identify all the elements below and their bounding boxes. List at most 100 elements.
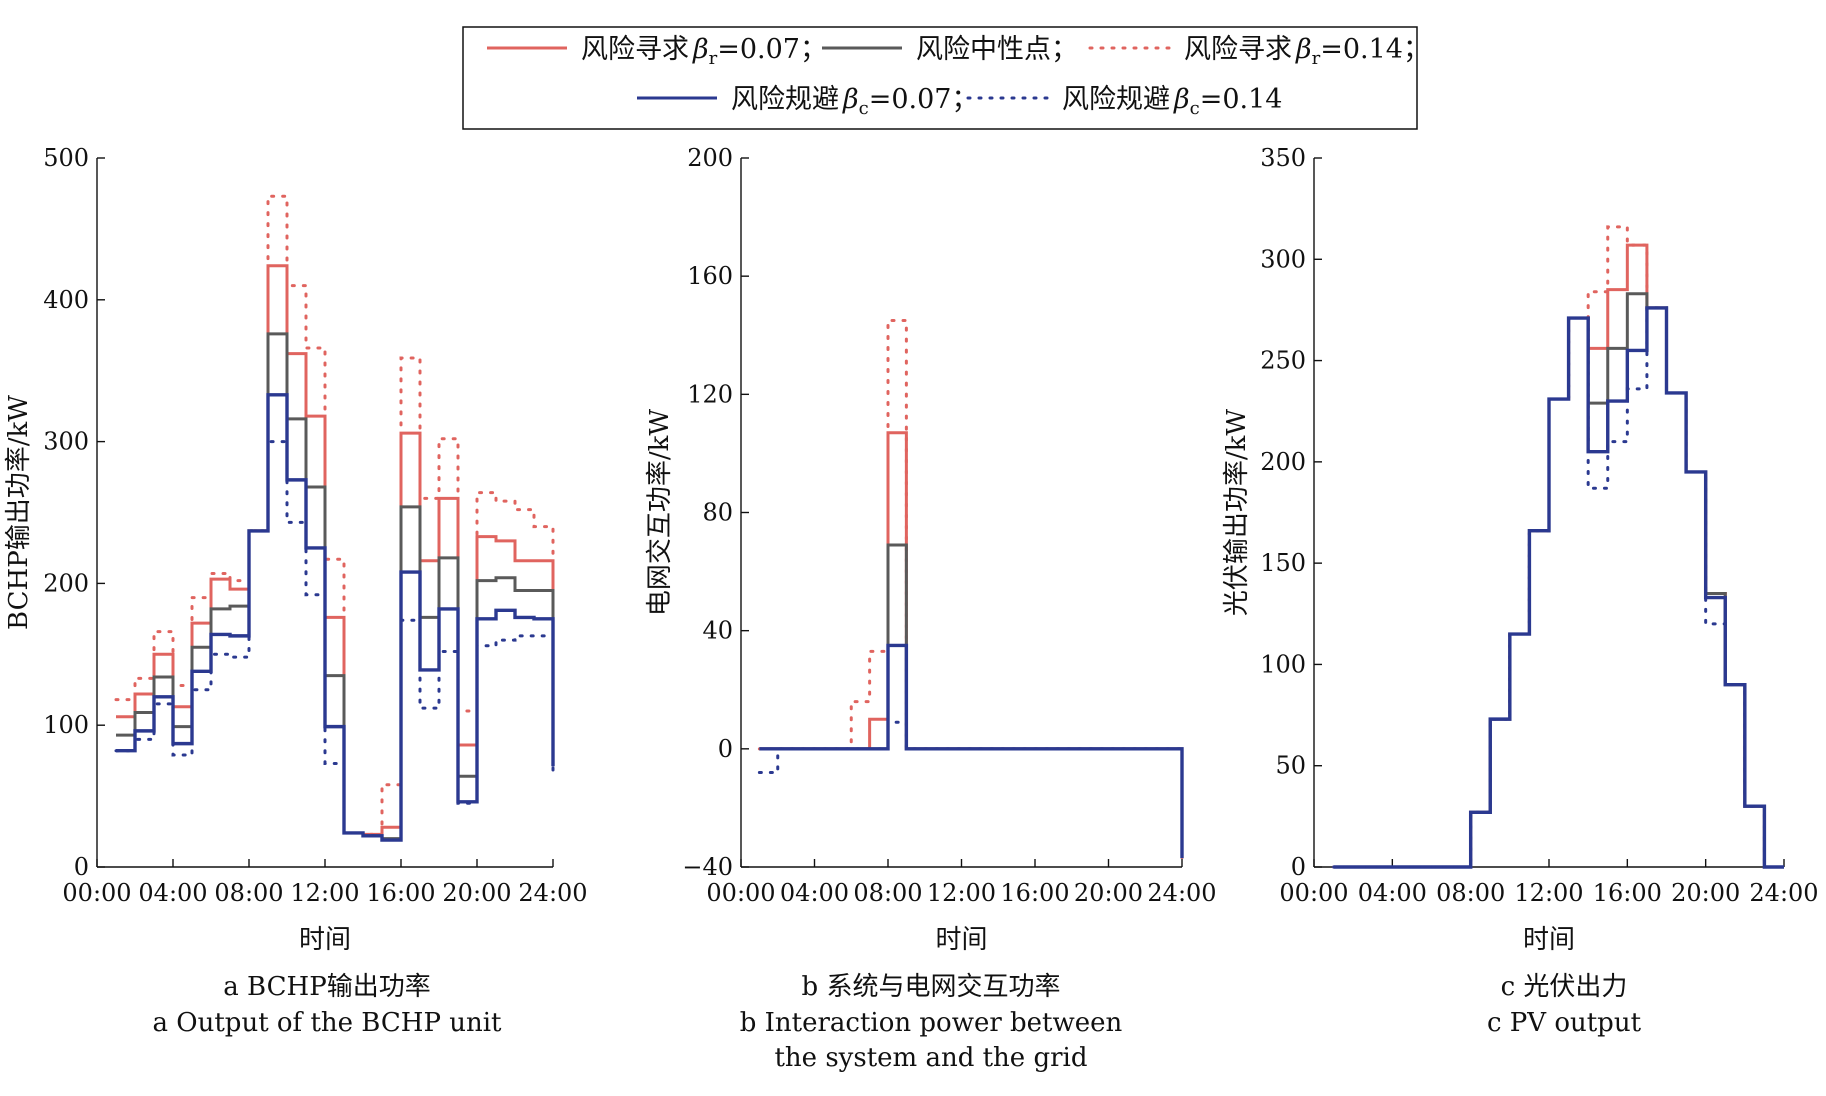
legend-label-subscript: r — [1312, 48, 1321, 69]
legend-label-symbol: β — [1295, 34, 1312, 65]
legend-box — [462, 26, 1418, 130]
legend-label-text: 风险寻求 — [581, 34, 689, 65]
y-tick-label: −40 — [682, 853, 733, 881]
legend-label-subscript: r — [709, 48, 718, 69]
y-axis-title: 电网交互功率/kW — [645, 409, 675, 617]
legend-label-symbol: β — [842, 84, 859, 115]
x-tick-label: 00:00 — [1279, 879, 1348, 907]
y-tick-label: 80 — [702, 499, 733, 527]
legend-label-subscript: c — [859, 98, 869, 119]
legend-label-value: =0.14 — [1200, 84, 1283, 115]
x-tick-label: 20:00 — [442, 879, 511, 907]
x-tick-label: 20:00 — [1671, 879, 1740, 907]
x-axis-title: 时间 — [1523, 925, 1575, 955]
y-tick-label: 200 — [1260, 448, 1306, 476]
x-axis-title: 时间 — [935, 925, 987, 955]
legend-item-neutral: 风险中性点； — [822, 34, 1078, 65]
y-axis-title: BCHP输出功率/kW — [4, 395, 34, 630]
y-axis-title: 光伏输出功率/kW — [1222, 409, 1252, 617]
series-line-neutral — [1333, 292, 1784, 869]
series-line-neutral — [759, 543, 1184, 859]
x-tick-label: 12:00 — [290, 879, 359, 907]
y-tick-label: 50 — [1275, 752, 1306, 780]
x-tick-label: 16:00 — [1000, 879, 1069, 907]
legend-label-text: 风险规避 — [731, 84, 839, 115]
y-tick-label: 0 — [74, 853, 89, 881]
y-tick-label: 500 — [43, 144, 89, 172]
series-line-avoid014 — [1332, 306, 1786, 869]
x-tick-label: 04:00 — [1358, 879, 1427, 907]
x-tick-label: 12:00 — [1514, 879, 1583, 907]
series-line-seek014 — [1332, 225, 1786, 869]
y-tick-label: 0 — [1291, 853, 1306, 881]
legend-label-value: =0.07； — [717, 34, 827, 65]
series-line-avoid007 — [759, 643, 1184, 859]
x-tick-label: 08:00 — [214, 879, 283, 907]
chart-panel-1: 0 100 200 300 400 500 00:00 04:00 08:00 12:00 16:0… — [4, 144, 588, 1038]
y-tick-label: 100 — [1260, 650, 1306, 678]
x-tick-label: 24:00 — [1147, 879, 1216, 907]
legend-label-subscript: c — [1190, 98, 1200, 119]
legend-label-seek007: 风险寻求 βr=0.07； — [581, 34, 827, 69]
legend-label-text: 风险寻求 — [1184, 34, 1292, 65]
x-tick-label: 12:00 — [927, 879, 996, 907]
caption-zh: c 光伏出力 — [1501, 972, 1628, 1002]
series-line-seek007 — [759, 431, 1184, 859]
x-tick-label: 16:00 — [366, 879, 435, 907]
x-tick-label: 16:00 — [1593, 879, 1662, 907]
legend-label-text: 风险规避 — [1062, 84, 1170, 115]
y-tick-label: 300 — [43, 428, 89, 456]
x-tick-label: 00:00 — [62, 879, 131, 907]
legend-label-value: =0.14； — [1320, 34, 1430, 65]
y-tick-label: 40 — [702, 617, 733, 645]
legend: 风险寻求 βr=0.07； 风险中性点； 风险寻求 βr=0.14；风险规避 βc=0.0… — [462, 26, 1430, 130]
x-tick-label: 00:00 — [706, 879, 775, 907]
x-tick-label: 24:00 — [518, 879, 587, 907]
x-tick-label: 20:00 — [1074, 879, 1143, 907]
series-line-seek007 — [1333, 243, 1784, 869]
caption-zh: b 系统与电网交互功率 — [802, 972, 1061, 1002]
chart-panel-3: 0 50 100 150 200 250 300 350 00:00 04:00 08:00 12:0… — [1222, 144, 1819, 1038]
x-tick-label: 04:00 — [780, 879, 849, 907]
y-tick-label: 0 — [718, 735, 733, 763]
legend-label-neutral: 风险中性点； — [916, 34, 1078, 65]
caption-en: a Output of the BCHP unit — [153, 1008, 502, 1038]
series-line-seek014 — [114, 194, 555, 836]
x-tick-label: 08:00 — [853, 879, 922, 907]
x-tick-label: 04:00 — [138, 879, 207, 907]
caption-en: the system and the grid — [774, 1043, 1087, 1073]
y-tick-label: 150 — [1260, 549, 1306, 577]
y-tick-label: 100 — [43, 711, 89, 739]
caption-zh: a BCHP输出功率 — [223, 972, 430, 1002]
y-tick-label: 400 — [43, 286, 89, 314]
y-tick-label: 200 — [687, 144, 733, 172]
x-tick-label: 08:00 — [1436, 879, 1505, 907]
legend-item-seek007: 风险寻求 βr=0.07； — [487, 34, 827, 69]
series-line-seek007 — [116, 264, 555, 836]
legend-label-value: =0.07； — [869, 84, 979, 115]
legend-label-symbol: β — [1173, 84, 1190, 115]
legend-label-symbol: β — [692, 34, 709, 65]
x-axis-title: 时间 — [299, 925, 351, 955]
y-tick-label: 160 — [687, 262, 733, 290]
series-line-avoid014 — [114, 440, 555, 842]
y-tick-label: 350 — [1260, 144, 1306, 172]
legend-item-avoid014: 风险规避 βc=0.14 — [966, 84, 1283, 119]
legend-label-seek014: 风险寻求 βr=0.14； — [1184, 34, 1430, 69]
caption-en: c PV output — [1487, 1008, 1642, 1038]
series-line-avoid007 — [1333, 306, 1784, 869]
legend-item-seek014: 风险寻求 βr=0.14； — [1088, 34, 1430, 69]
legend-item-avoid007: 风险规避 βc=0.07； — [637, 84, 978, 119]
y-tick-label: 120 — [687, 380, 733, 408]
y-tick-label: 300 — [1260, 245, 1306, 273]
legend-label-avoid007: 风险规避 βc=0.07； — [731, 84, 978, 119]
y-tick-label: 250 — [1260, 347, 1306, 375]
series-line-avoid014 — [757, 720, 1184, 860]
series-line-seek014 — [757, 318, 1184, 860]
chart-panel-2: −40 0 40 80 120 160 200 00:00 04:00 08:00 12:00 16:… — [645, 144, 1217, 1073]
x-tick-label: 24:00 — [1749, 879, 1818, 907]
y-tick-label: 200 — [43, 569, 89, 597]
caption-en: b Interaction power between — [740, 1008, 1123, 1038]
